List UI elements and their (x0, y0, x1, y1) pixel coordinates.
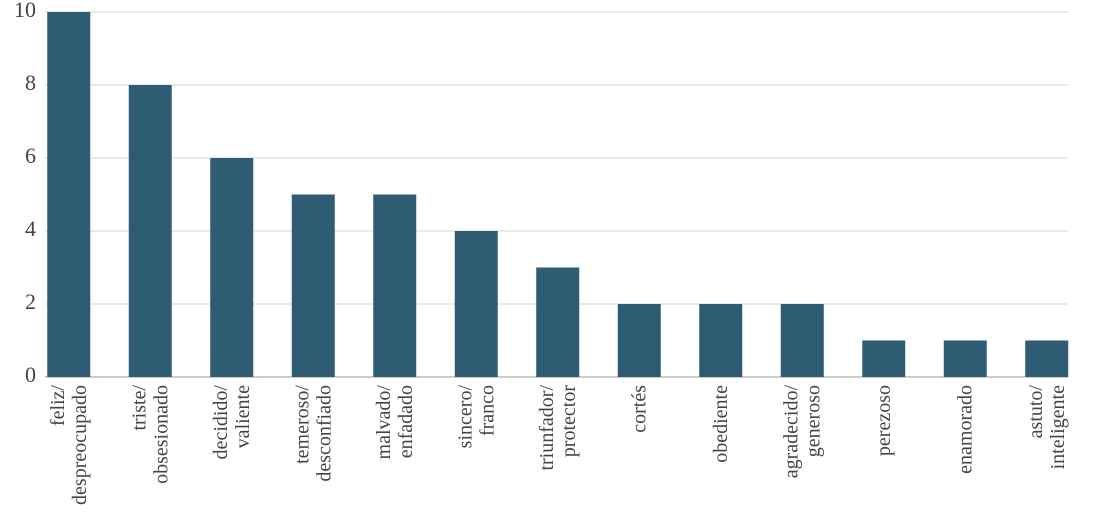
x-category-label: agradecido/ (780, 385, 802, 479)
x-category-label: franco (476, 385, 498, 436)
x-category-label: perezoso (873, 385, 895, 456)
x-category-label: feliz/ (47, 385, 69, 427)
bar (699, 304, 743, 377)
x-axis-category-labels: feliz/despreocupado triste/obsesionado dec… (47, 385, 1069, 505)
y-tick-label: 0 (25, 362, 36, 387)
y-tick-label: 2 (25, 289, 36, 314)
y-tick-label: 8 (25, 70, 36, 95)
x-category-label: malvado/ (373, 385, 395, 460)
x-category-label: triste/ (128, 385, 150, 431)
bar (536, 267, 580, 377)
x-category-label: despreocupado (69, 385, 91, 505)
x-category-label: obediente (710, 385, 732, 463)
y-tick-label: 6 (25, 143, 36, 168)
x-category-label: decidido/ (210, 385, 232, 460)
x-category-label: obsesionado (150, 385, 172, 484)
x-category-label: sincero/ (454, 385, 476, 449)
x-category-label: temeroso/ (291, 385, 313, 464)
bar (210, 158, 254, 377)
x-category-label: valiente (232, 385, 254, 448)
bar (862, 340, 906, 377)
bar (454, 231, 498, 377)
x-category-label: protector (558, 385, 580, 458)
bar (128, 85, 172, 377)
y-tick-label: 10 (14, 0, 36, 22)
bar (291, 194, 335, 377)
y-axis-ticks: 0 2 4 6 8 10 (14, 0, 36, 387)
bar (617, 304, 661, 377)
x-category-label: triunfador/ (536, 385, 558, 471)
bar (943, 340, 987, 377)
x-category-label: desconfiado (313, 385, 335, 482)
bar (373, 194, 417, 377)
y-tick-label: 4 (25, 216, 36, 241)
x-category-label: enamorado (954, 385, 976, 474)
bar (780, 304, 824, 377)
x-category-label: enfadado (395, 385, 417, 458)
bar (1025, 340, 1069, 377)
bars (47, 12, 1069, 377)
x-category-label: generoso (802, 385, 824, 457)
x-category-label: astuto/ (1025, 385, 1047, 439)
x-category-label: inteligente (1047, 385, 1069, 470)
x-category-label: cortés (628, 385, 650, 433)
bar (47, 12, 91, 377)
